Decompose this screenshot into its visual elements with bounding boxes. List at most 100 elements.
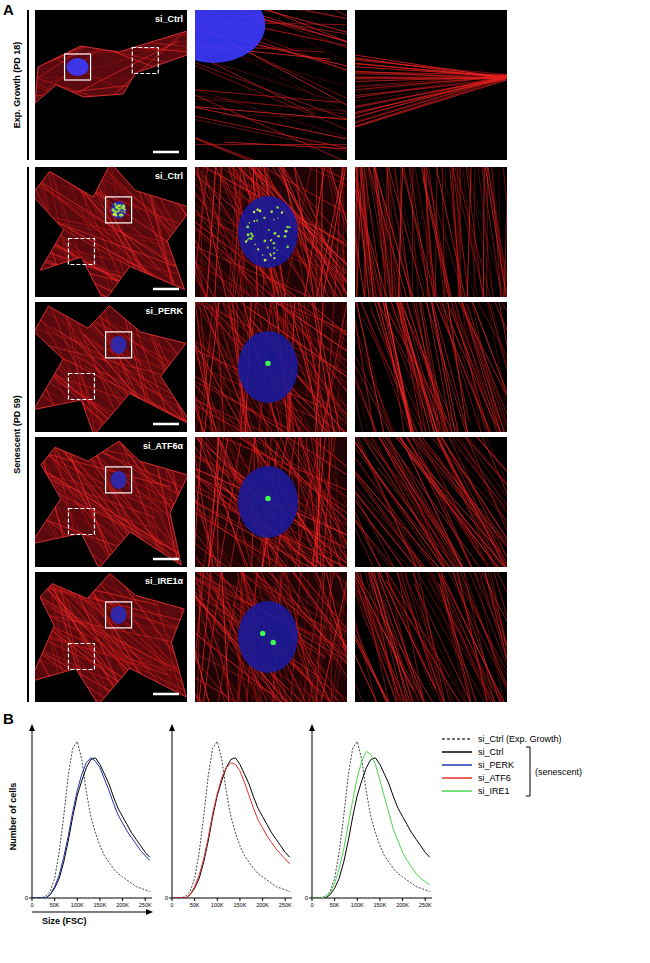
actin-fiber [195,327,347,430]
actin-fiber [81,66,187,160]
x-tick [54,898,55,901]
actin-fiber [195,10,347,70]
actin-fiber [44,437,187,524]
focus [252,235,254,237]
actin-fiber [35,167,159,280]
actin-fiber [35,437,131,567]
micrograph-zoom [355,437,507,567]
actin-fiber [148,437,187,567]
focus [268,229,270,231]
actin-fiber [35,22,187,122]
actin-fiber [64,80,187,160]
focus [246,225,249,228]
actin-fiber [195,302,302,421]
nucleus [238,331,298,403]
focus [270,240,272,242]
actin-fiber [378,572,449,702]
actin-fiber [35,572,152,663]
nucleus [67,58,89,76]
actin-fiber [67,181,187,268]
x-tick-label: 0 [310,902,313,908]
actin-fiber [195,81,338,102]
y-tick-label: 0 [305,895,309,901]
actin-fiber [35,572,185,644]
actin-fiber [87,437,187,532]
axis-arrow [169,724,175,731]
actin-fiber [35,65,187,141]
actin-fiber [414,584,507,702]
legend-swatch [442,777,472,779]
plot-area [312,742,430,898]
condition-label: si_Ctrl [155,171,183,181]
actin-fiber [230,466,347,567]
focus [119,214,121,216]
focus [113,213,116,216]
actin-fiber [35,437,174,567]
actin-fiber [355,437,475,567]
focus [112,209,115,212]
actin-fiber [330,572,332,702]
actin-fiber [90,167,144,297]
actin-fiber [195,437,304,567]
focus [289,226,291,228]
scale-bar [153,693,179,696]
focus [119,214,122,217]
actin-fiber [195,91,347,120]
x-tick [262,898,263,901]
focus [119,214,120,215]
actin-fiber [195,105,347,155]
actin-fiber [35,167,141,297]
legend-label: si_IRE1 [478,786,510,796]
actin-fiber [195,69,347,160]
actin-fiber [355,302,428,432]
x-tick [32,898,33,901]
actin-fiber [355,77,507,123]
x-tick [379,898,380,901]
cell-fibers [35,167,187,297]
actin-fiber [35,572,173,670]
actin-fiber [35,397,179,432]
actin-fiber [35,572,96,702]
actin-fiber [355,77,506,126]
actin-fiber [370,302,468,432]
actin-fiber [35,81,165,108]
actin-fiber [35,255,176,297]
focus [249,222,251,224]
actin-fiber [450,302,507,417]
actin-fiber [73,572,181,702]
plot-area [32,742,150,898]
actin-fiber [412,437,507,567]
actin-fiber [73,167,175,297]
focus [273,247,275,249]
axis-arrow [29,724,35,731]
actin-fiber [418,437,507,567]
actin-fiber [39,445,100,567]
group-label: Exp. Growth (PD 18) [12,42,22,129]
x-axis [172,898,292,899]
focus [270,255,272,257]
histogram-line [312,758,430,898]
x-axis [312,898,432,899]
actin-fiber [195,302,301,432]
micrograph-zoom [355,10,507,160]
actin-fiber [45,437,162,567]
actin-fiber [412,437,507,567]
zoom-box [65,54,91,80]
actin-fiber [94,167,187,297]
actin-fiber [431,572,507,702]
actin-fiber [63,572,172,702]
actin-fiber [35,302,159,432]
histogram-line [172,758,290,898]
actin-fiber [417,572,507,692]
actin-fiber [398,167,406,297]
actin-fiber [200,572,242,702]
actin-fiber [35,167,83,297]
focus [273,257,275,259]
x-label-arrow [32,912,146,913]
actin-fiber [35,443,187,567]
condition-label: si_IRE1α [145,576,184,586]
actin-fiber [35,32,187,77]
actin-fiber [364,167,365,297]
zoom-box [106,332,132,358]
focus [284,235,287,238]
